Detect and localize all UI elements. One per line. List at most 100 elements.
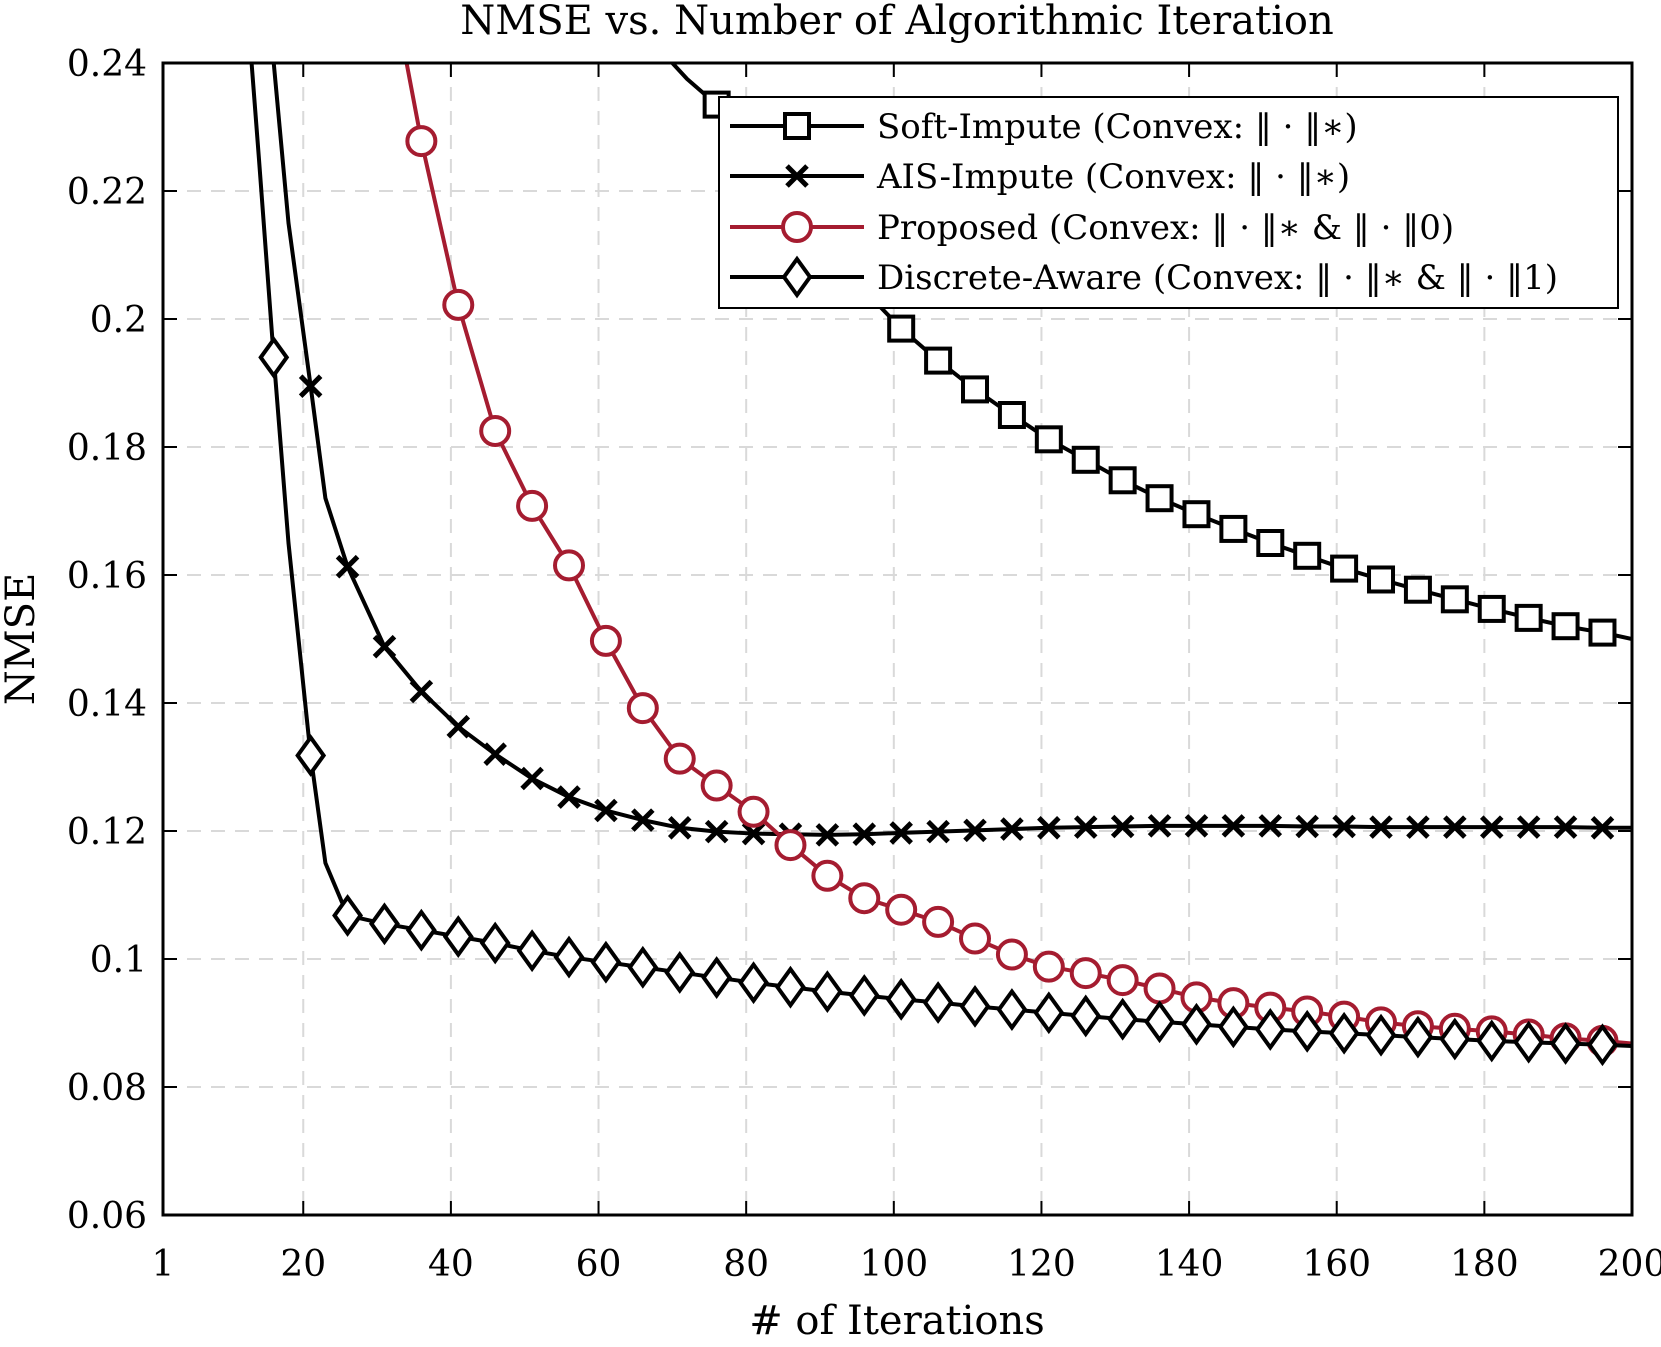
discrete-aware-marker — [516, 929, 548, 973]
discrete-aware-marker — [1439, 1017, 1471, 1061]
discrete-aware-marker — [1550, 1022, 1582, 1065]
ais-impute-marker — [1590, 816, 1615, 840]
discrete-aware-marker — [295, 734, 327, 777]
ais-impute-marker — [409, 679, 434, 704]
y-axis-label: NMSE — [0, 573, 44, 706]
x-tick-label: 60 — [576, 1244, 622, 1285]
discrete-aware-marker — [368, 902, 400, 946]
legend-entry-discrete-aware: Discrete-Aware (Convex: ‖ · ‖∗ & ‖ · ‖1) — [730, 255, 1558, 299]
soft-impute-marker — [1440, 585, 1469, 614]
ais-impute-marker — [1369, 815, 1393, 839]
ais-impute-marker — [1184, 814, 1209, 838]
discrete-aware-marker — [848, 974, 880, 1017]
x-tick-label: 40 — [428, 1244, 474, 1285]
soft-impute-marker — [1182, 500, 1211, 529]
legend-box — [718, 96, 1619, 309]
discrete-aware-marker — [1254, 1007, 1286, 1051]
ais-impute-marker — [520, 766, 544, 791]
discrete-aware-marker — [1365, 1013, 1397, 1057]
proposed-marker — [848, 882, 881, 915]
proposed-marker — [405, 125, 438, 158]
proposed-marker — [663, 742, 696, 775]
discrete-aware-marker — [664, 951, 696, 994]
soft-impute-marker — [961, 375, 990, 404]
discrete-aware-marker — [442, 915, 474, 959]
legend-marker-soft-impute — [783, 112, 811, 140]
discrete-aware-marker — [738, 961, 770, 1005]
legend-marker-proposed — [781, 211, 813, 243]
y-tick-label: 0.06 — [67, 1196, 147, 1237]
y-tick-label: 0.24 — [67, 44, 147, 85]
discrete-aware-marker — [405, 908, 437, 952]
soft-impute-marker — [1145, 484, 1174, 513]
ais-impute-marker — [926, 819, 950, 844]
soft-impute-marker — [1403, 575, 1432, 604]
ais-impute-marker — [1147, 814, 1172, 838]
proposed-marker — [553, 549, 586, 582]
legend-marker-discrete-aware — [781, 255, 813, 299]
discrete-aware-marker — [1402, 1015, 1434, 1059]
discrete-aware-marker — [811, 970, 843, 1014]
x-tick-label: 100 — [859, 1244, 928, 1285]
soft-impute-marker — [1219, 514, 1248, 543]
proposed-marker — [995, 938, 1028, 971]
discrete-aware-marker — [1181, 1002, 1212, 1046]
discrete-aware-marker — [1513, 1020, 1545, 1064]
ais-impute-marker — [1295, 814, 1319, 839]
proposed-marker — [959, 922, 992, 955]
ais-impute-marker — [372, 634, 397, 659]
chart-title: NMSE vs. Number of Algorithmic Iteration — [460, 0, 1333, 44]
discrete-aware-marker — [479, 921, 511, 965]
legend-entry-proposed: Proposed (Convex: ‖ · ‖∗ & ‖ · ‖0) — [730, 208, 1454, 248]
discrete-aware-marker — [1476, 1019, 1508, 1063]
discrete-aware-marker — [332, 894, 364, 937]
discrete-aware-marker — [774, 965, 806, 1009]
soft-impute-marker — [1551, 612, 1580, 641]
proposed-marker — [589, 624, 622, 657]
soft-impute-marker — [1071, 445, 1100, 474]
proposed-marker — [922, 905, 955, 938]
discrete-aware-marker — [1587, 1023, 1618, 1067]
proposed-marker — [1069, 957, 1102, 990]
legend: Soft-Impute (Convex: ‖ · ‖∗) AIS-Impute (… — [718, 96, 1619, 309]
y-tick-label: 0.1 — [90, 940, 147, 981]
discrete-aware-marker — [627, 945, 659, 989]
proposed-marker — [479, 415, 512, 447]
discrete-aware-marker — [1217, 1005, 1249, 1049]
legend-label-ais-impute: AIS-Impute (Convex: ‖ · ‖∗) — [876, 157, 1350, 197]
y-tick-label: 0.12 — [67, 812, 147, 853]
discrete-aware-marker — [701, 956, 733, 999]
soft-impute-marker — [1034, 425, 1063, 454]
ais-impute-marker — [1110, 814, 1135, 839]
legend-label-discrete-aware: Discrete-Aware (Convex: ‖ · ‖∗ & ‖ · ‖1) — [877, 258, 1558, 298]
discrete-aware-marker — [258, 335, 290, 379]
discrete-aware-marker — [1328, 1011, 1360, 1055]
ais-impute-marker — [852, 822, 877, 846]
proposed-marker — [811, 859, 844, 892]
ais-impute-marker — [298, 374, 323, 398]
soft-impute-marker — [1514, 603, 1543, 632]
ais-impute-marker — [1000, 817, 1024, 841]
x-tick-label: 20 — [280, 1244, 326, 1285]
soft-impute-marker — [887, 314, 916, 343]
discrete-aware-marker — [922, 981, 954, 1024]
ais-impute-marker — [963, 818, 987, 843]
ais-impute-marker — [1258, 814, 1283, 838]
ais-impute-marker — [1443, 815, 1467, 839]
discrete-aware-marker — [996, 988, 1028, 1031]
x-axis-label: # of Iterations — [749, 1298, 1045, 1344]
soft-impute-marker — [1477, 594, 1506, 623]
soft-impute-marker — [924, 346, 953, 375]
ais-impute-marker — [1516, 815, 1541, 839]
proposed-marker — [1143, 972, 1176, 1005]
proposed-marker — [700, 769, 733, 802]
y-tick-label: 0.08 — [67, 1068, 147, 1109]
proposed-marker — [885, 893, 918, 926]
ais-impute-marker — [1479, 815, 1504, 839]
proposed-marker — [1106, 964, 1139, 997]
discrete-aware-marker — [885, 977, 917, 1021]
proposed-marker — [1032, 950, 1065, 983]
x-tick-label: 180 — [1450, 1244, 1519, 1285]
ais-impute-marker — [741, 821, 766, 846]
ais-impute-marker — [335, 554, 360, 579]
